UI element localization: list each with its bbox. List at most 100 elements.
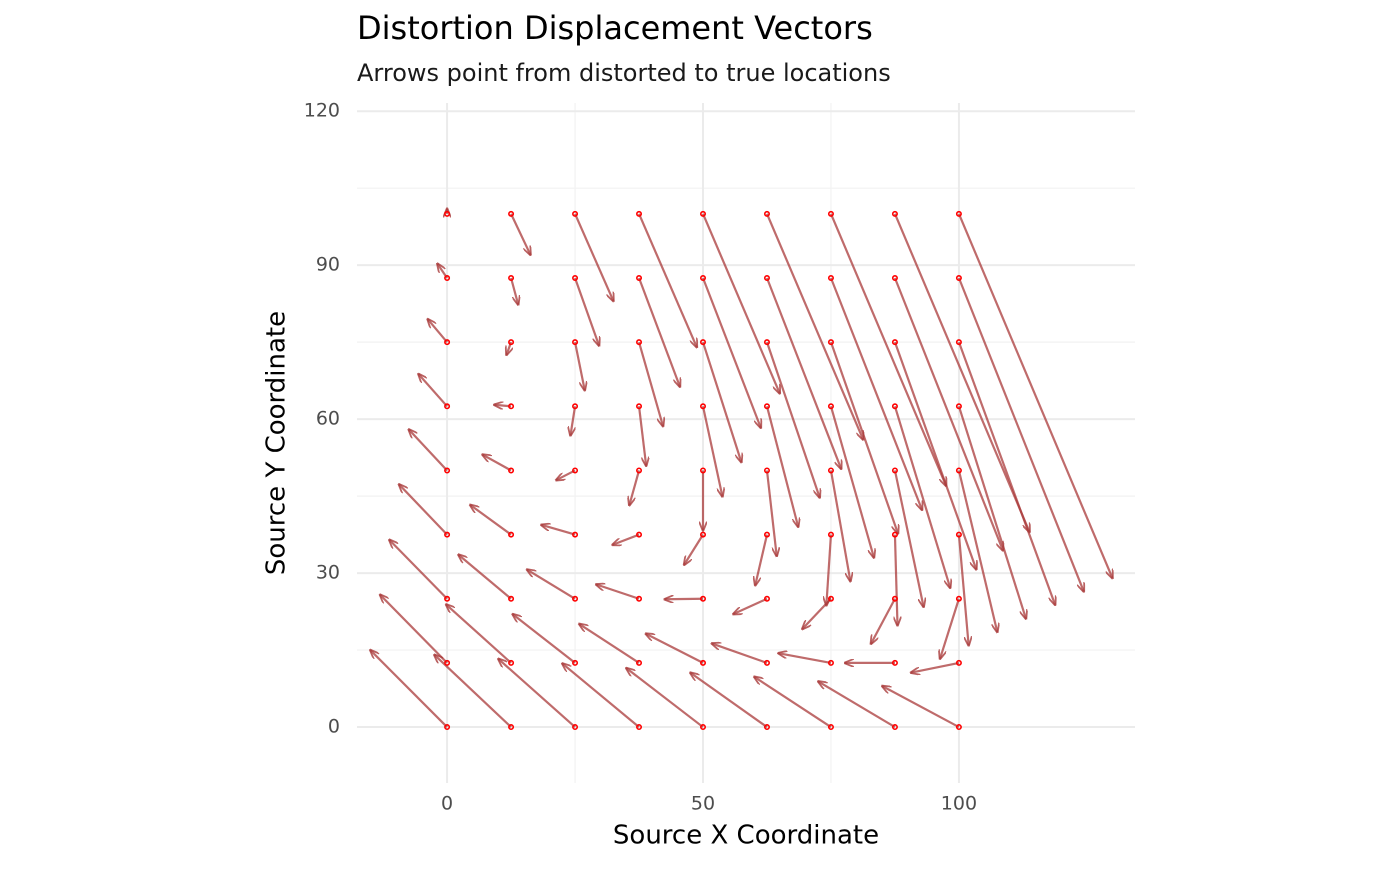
distorted-point	[636, 210, 643, 217]
distorted-point	[636, 724, 643, 731]
displacement-arrow	[893, 470, 924, 607]
distorted-point	[827, 467, 834, 474]
displacement-arrow	[389, 540, 448, 600]
displacement-arrow	[574, 277, 599, 346]
displacement-arrow	[570, 406, 577, 435]
distorted-point	[508, 275, 515, 282]
distorted-point	[891, 210, 898, 217]
displacement-arrow	[957, 341, 1055, 605]
displacement-arrow	[893, 277, 1003, 551]
distorted-point	[636, 531, 643, 538]
displacement-arrow	[510, 277, 518, 305]
displacement-arrow	[573, 341, 585, 390]
distorted-point	[891, 595, 898, 602]
distorted-point	[827, 595, 834, 602]
displacement-arrow	[733, 597, 768, 614]
distorted-point	[763, 339, 770, 346]
displacement-arrow	[778, 653, 832, 664]
distorted-point	[955, 595, 962, 602]
displacement-arrow	[612, 533, 640, 545]
distorted-point	[636, 467, 643, 474]
points	[444, 210, 962, 731]
distorted-point	[444, 724, 451, 731]
displacement-arrow	[380, 595, 448, 664]
distorted-point	[827, 403, 834, 410]
distorted-point	[700, 275, 707, 282]
distorted-point	[763, 531, 770, 538]
displacement-arrow	[911, 661, 960, 673]
displacement-arrow	[596, 584, 640, 600]
displacement-arrow	[818, 681, 896, 729]
distorted-point	[955, 659, 962, 666]
displacement-arrow	[579, 624, 640, 664]
displacement-arrow	[701, 406, 722, 496]
distorted-point	[700, 595, 707, 602]
displacement-arrow	[629, 470, 641, 505]
displacement-arrow	[826, 534, 833, 606]
distorted-point	[700, 467, 707, 474]
displacement-arrow	[957, 213, 1113, 578]
distorted-point	[955, 531, 962, 538]
displacement-arrow	[665, 599, 704, 600]
distorted-point	[955, 403, 962, 410]
distorted-point	[700, 210, 707, 217]
displacement-arrow	[701, 341, 741, 462]
distorted-point	[572, 659, 579, 666]
displacement-arrow	[893, 213, 1030, 532]
distorted-point	[572, 275, 579, 282]
distorted-point	[827, 210, 834, 217]
distorted-point	[636, 403, 643, 410]
displacement-arrow	[829, 213, 946, 486]
distorted-point	[700, 724, 707, 731]
distorted-point	[508, 595, 515, 602]
displacement-arrow	[895, 534, 898, 626]
distorted-point	[955, 724, 962, 731]
displacement-arrow	[418, 374, 448, 408]
distorted-point	[508, 659, 515, 666]
distorted-point	[763, 210, 770, 217]
distorted-point	[444, 210, 451, 217]
displacement-arrow	[446, 604, 512, 664]
distorted-point	[572, 210, 579, 217]
distorted-point	[444, 595, 451, 602]
displacement-arrow	[765, 277, 841, 469]
displacement-arrow	[893, 405, 950, 588]
distorted-point	[444, 659, 451, 666]
distorted-point	[955, 467, 962, 474]
distorted-point	[508, 724, 515, 731]
y-axis-title: Source Y Coordinate	[262, 311, 292, 575]
distorted-point	[572, 531, 579, 538]
displacement-arrow	[957, 470, 997, 632]
x-axis-title: Source X Coordinate	[613, 821, 879, 851]
distorted-point	[572, 403, 579, 410]
distorted-point	[636, 339, 643, 346]
distorted-point	[636, 595, 643, 602]
distorted-point	[508, 531, 515, 538]
distorted-point	[891, 724, 898, 731]
distorted-point	[891, 531, 898, 538]
displacement-arrow	[701, 277, 761, 428]
y-tick-label: 30	[316, 562, 340, 584]
distorted-point	[444, 275, 451, 282]
distorted-point	[955, 275, 962, 282]
displacement-arrow	[527, 570, 576, 600]
displacement-arrow	[701, 213, 780, 394]
distorted-point	[955, 210, 962, 217]
distorted-point	[827, 275, 834, 282]
displacement-arrow	[754, 677, 832, 728]
displacement-arrow	[755, 534, 769, 586]
displacement-arrow	[638, 213, 697, 347]
displacement-arrow	[646, 634, 704, 664]
displacement-arrow	[637, 341, 663, 426]
displacement-arrow	[434, 655, 512, 728]
displacement-arrow	[510, 213, 530, 255]
distorted-point	[700, 339, 707, 346]
displacement-arrow	[458, 555, 512, 600]
distorted-point	[763, 275, 770, 282]
displacement-arrow	[765, 341, 820, 498]
distorted-point	[508, 210, 515, 217]
distorted-point	[636, 275, 643, 282]
chart-subtitle: Arrows point from distorted to true loca…	[357, 59, 891, 87]
displacement-arrow	[871, 598, 896, 644]
